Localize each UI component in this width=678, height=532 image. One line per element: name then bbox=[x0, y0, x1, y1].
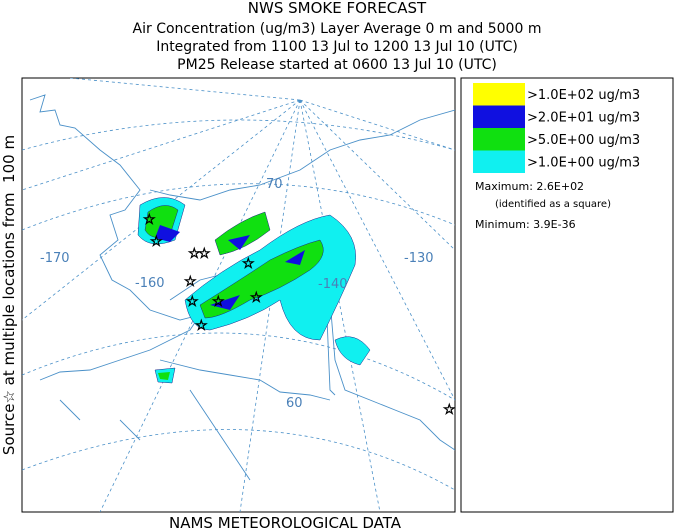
svg-text:☆: ☆ bbox=[150, 234, 163, 250]
svg-text:☆: ☆ bbox=[188, 246, 201, 262]
legend-label: >1.0E+02 ug/m3 bbox=[527, 88, 640, 103]
svg-text:☆: ☆ bbox=[143, 212, 156, 228]
map-label: 60 bbox=[286, 396, 303, 411]
legend-swatch bbox=[473, 83, 525, 106]
map-label: -170 bbox=[40, 251, 70, 266]
footer: NAMS METEOROLOGICAL DATA bbox=[169, 514, 402, 532]
legend-label: >5.0E+00 ug/m3 bbox=[527, 133, 640, 148]
maximum-note: (identified as a square) bbox=[495, 199, 611, 210]
minimum: Minimum: 3.9E-36 bbox=[475, 218, 576, 231]
legend-swatch bbox=[473, 105, 525, 128]
subtitle: PM25 Release started at 0600 13 Jul 10 (… bbox=[177, 57, 497, 73]
title: NWS SMOKE FORECAST bbox=[248, 0, 427, 17]
legend: >1.0E+02 ug/m3 >2.0E+01 ug/m3 >5.0E+00 ug/… bbox=[460, 77, 674, 513]
svg-text:☆: ☆ bbox=[184, 274, 197, 290]
map-label: -160 bbox=[135, 276, 165, 291]
side-label: Source☆ at multiple locations from 100 m bbox=[0, 135, 18, 455]
svg-text:☆: ☆ bbox=[198, 246, 211, 262]
maximum: Maximum: 2.6E+02 bbox=[475, 180, 584, 193]
subtitle: Air Concentration (ug/m3) Layer Average … bbox=[133, 21, 542, 37]
svg-text:☆: ☆ bbox=[443, 402, 456, 418]
svg-text:☆: ☆ bbox=[186, 294, 199, 310]
svg-text:☆: ☆ bbox=[242, 256, 255, 272]
map-label: -140 bbox=[318, 277, 348, 292]
legend-swatch bbox=[473, 150, 525, 173]
subtitle: Integrated from 1100 13 Jul to 1200 13 J… bbox=[156, 39, 518, 55]
map-label: -130 bbox=[404, 251, 434, 266]
svg-text:☆: ☆ bbox=[250, 290, 263, 306]
map-label: 70 bbox=[266, 177, 283, 192]
svg-text:☆: ☆ bbox=[212, 294, 225, 310]
legend-label: >2.0E+01 ug/m3 bbox=[527, 111, 640, 126]
legend-swatch bbox=[473, 128, 525, 151]
svg-text:☆: ☆ bbox=[195, 318, 208, 334]
legend-label: >1.0E+00 ug/m3 bbox=[527, 156, 640, 171]
